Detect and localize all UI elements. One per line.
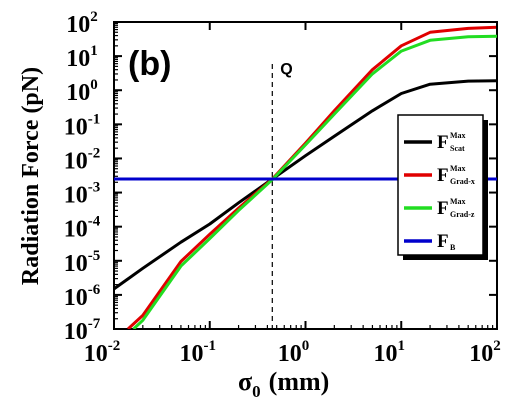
- y-axis-title-group: Radiation Force (pN): [18, 67, 44, 285]
- y-axis-title: Radiation Force (pN): [18, 67, 44, 285]
- legend: FMax Scat FMax Grad-x FMax Grad-z FB: [397, 114, 488, 260]
- y-tick-label: 10-1: [64, 111, 101, 140]
- y-tick-label: 10-7: [64, 316, 101, 345]
- q-marker-label: Q: [280, 61, 292, 78]
- legend-label-3: FMax Grad-z: [437, 197, 475, 219]
- y-tick-label: 10-4: [64, 214, 101, 243]
- y-tick-label: 101: [66, 43, 98, 72]
- svg-text:σ0(mm): σ0 (mm): [238, 367, 329, 401]
- legend-label-4: FB: [437, 231, 456, 252]
- x-axis-title-symbol: σ: [238, 367, 252, 396]
- panel-label: (b): [128, 45, 171, 83]
- legend-box: [397, 114, 484, 256]
- x-axis-title-subscript: 0: [252, 382, 261, 401]
- x-tick-label: 10-1: [180, 338, 217, 367]
- y-tick-label: 10-5: [64, 248, 101, 277]
- x-axis-title: σ0 (mm): [238, 367, 329, 401]
- x-tick-label: 10-2: [84, 338, 121, 367]
- y-tick-label: 102: [66, 9, 98, 38]
- legend-label-2: FMax Grad-x: [437, 164, 475, 186]
- y-tick-label: 100: [66, 77, 98, 106]
- y-tick-label: 10-3: [64, 180, 101, 209]
- series-line-3: [132, 34, 497, 329]
- y-tick-label: 10-6: [64, 282, 101, 311]
- x-tick-label: 102: [469, 338, 501, 367]
- legend-label-1: FMax Scat: [437, 131, 466, 153]
- axis-ticks: 10-2 10-1 100 101 102 10-7 10-6 10-5 10-4 10-3 10-…: [64, 9, 501, 367]
- y-tick-label: 10-2: [64, 145, 101, 174]
- x-tick-label: 100: [278, 338, 310, 367]
- x-tick-label: 101: [374, 338, 406, 367]
- series-line-1: [114, 79, 497, 291]
- x-axis-title-unit: (mm): [269, 367, 330, 396]
